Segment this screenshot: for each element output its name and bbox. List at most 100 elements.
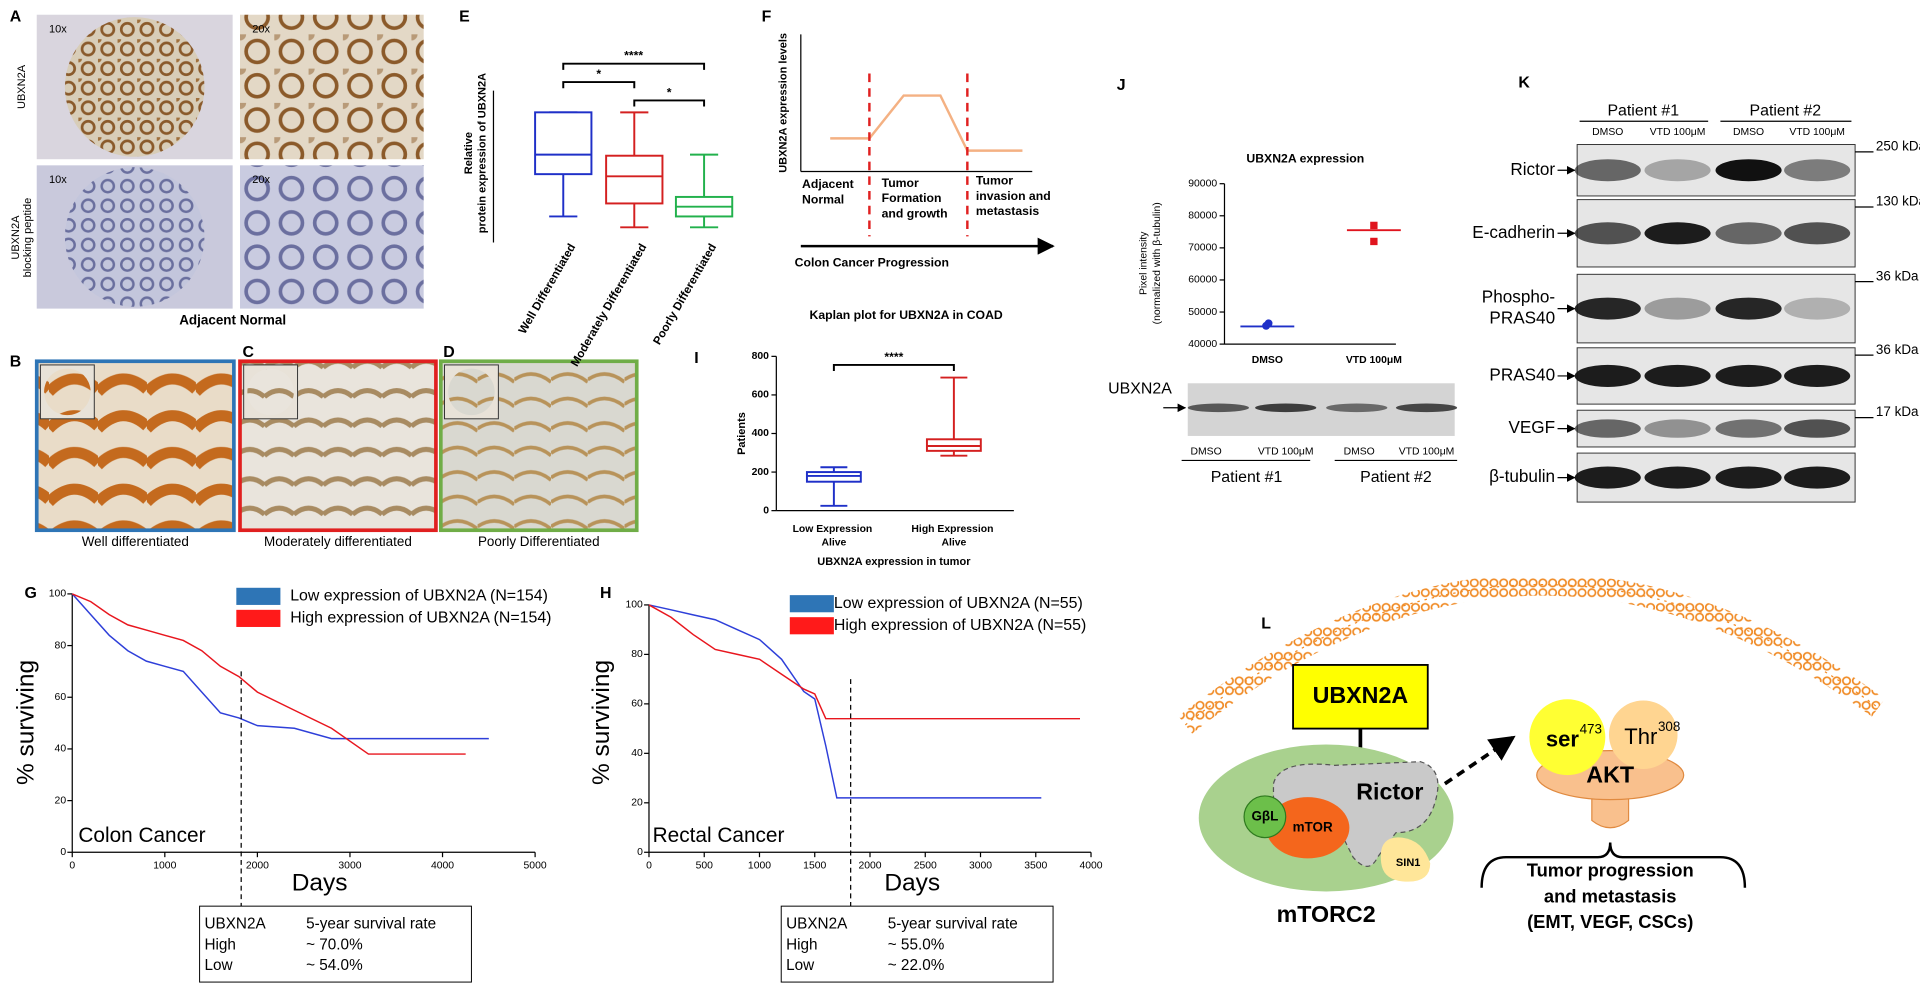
band — [1644, 466, 1711, 489]
lane-label: VTD 100μM — [1650, 127, 1706, 138]
significance-bracket — [633, 99, 706, 107]
y-tick-label: 400 — [752, 428, 770, 439]
band — [1574, 159, 1641, 182]
panel-label: E — [459, 8, 470, 25]
band — [1784, 159, 1851, 182]
annotation: Rectal Cancer — [653, 824, 785, 847]
chart-title: Kaplan plot for UBXN2A in COAD — [809, 308, 1002, 322]
x-axis-label: UBXN2A expression in tumor — [817, 556, 971, 568]
stage-label: Tumor — [882, 176, 919, 190]
table-cell: ~ 55.0% — [888, 936, 945, 953]
box — [534, 111, 593, 176]
stage-label: Normal — [802, 192, 844, 206]
tissue-core — [64, 17, 205, 157]
y-tick-label: 100 — [49, 589, 67, 600]
x-tick-label: 3000 — [969, 860, 992, 871]
y-tick-label: 40 — [631, 748, 643, 759]
panel-label: A — [10, 8, 22, 25]
y-tick-label: 0 — [637, 847, 643, 858]
band — [1574, 222, 1641, 245]
y-tick-label: 800 — [752, 351, 770, 362]
gbl — [1243, 795, 1287, 839]
micrograph — [240, 14, 424, 160]
rictor-label: Rictor — [1356, 779, 1423, 805]
inhibitor-label: UBXN2A — [1313, 682, 1409, 708]
site-label: Thr — [1624, 724, 1657, 749]
gbl-label: GβL — [1251, 808, 1278, 823]
magnification: 10x — [49, 174, 67, 186]
band — [1644, 297, 1711, 320]
band — [1715, 419, 1782, 438]
band — [1715, 466, 1782, 489]
x-tick-label: Moderately Differentiated — [568, 241, 649, 368]
mtor-label: mTOR — [1293, 819, 1333, 834]
x-tick-label: 1000 — [748, 860, 771, 871]
band — [1644, 222, 1711, 245]
survival-curve — [71, 593, 489, 740]
row-label: UBXN2A — [10, 215, 22, 260]
mtor — [1266, 797, 1350, 859]
x-axis-label: Days — [884, 870, 940, 897]
survival-table — [199, 905, 472, 983]
akt-stem — [1591, 795, 1630, 829]
patient-label: Patient #2 — [1360, 469, 1432, 486]
y-tick-label: 80 — [631, 649, 643, 660]
panel-label: F — [762, 8, 772, 25]
y-tick-label: 600 — [752, 390, 770, 401]
panel-label: I — [694, 350, 698, 367]
akt-label: AKT — [1586, 761, 1634, 787]
band — [1784, 419, 1851, 438]
activation-arrow — [1443, 735, 1516, 786]
y-tick-label: 80000 — [1188, 211, 1217, 222]
y-tick-label: 0 — [763, 505, 769, 516]
band — [1715, 159, 1782, 182]
protein-label: E-cadherin — [1472, 222, 1555, 242]
y-tick-label: 20 — [631, 798, 643, 809]
y-axis-label: % surviving — [12, 660, 39, 785]
outcome-label: and metastasis — [1544, 885, 1677, 906]
x-tick-label: 3000 — [338, 860, 361, 871]
magnification: 10x — [49, 23, 67, 35]
legend-label: High expression of UBXN2A (N=55) — [834, 617, 1086, 634]
protein-label: Phospho- — [1482, 287, 1555, 307]
tissue-core — [64, 167, 205, 307]
outcome-label: (EMT, VEGF, CSCs) — [1527, 911, 1693, 932]
significance-label: * — [596, 67, 601, 81]
y-tick-label: 60 — [631, 699, 643, 710]
band — [1574, 466, 1641, 489]
lane-label: DMSO — [1592, 127, 1623, 138]
band — [1326, 403, 1388, 413]
y-axis-label: UBXN2A expression levels — [778, 33, 790, 173]
band — [1187, 403, 1249, 413]
patient-label: Patient #1 — [1607, 103, 1679, 120]
y-tick-label: 90000 — [1188, 178, 1217, 189]
y-tick-label: 20 — [55, 795, 67, 806]
significance-bracket — [562, 62, 706, 70]
thr-site — [1608, 700, 1678, 770]
x-tick-label: 3500 — [1024, 860, 1047, 871]
panel-label: D — [443, 344, 454, 361]
protein-label: PRAS40 — [1489, 308, 1555, 328]
band — [1715, 297, 1782, 320]
table-header: 5-year survival rate — [306, 916, 436, 933]
box — [605, 154, 664, 205]
lane-label: VTD 100μM — [1258, 447, 1314, 458]
table-cell: High — [786, 936, 817, 953]
lane-label: VTD 100μM — [1789, 127, 1845, 138]
legend-label: High expression of UBXN2A (N=154) — [290, 610, 551, 627]
x-tick-label: 0 — [69, 860, 75, 871]
magnification: 20x — [252, 174, 270, 186]
brace — [1480, 842, 1747, 888]
band — [1715, 364, 1782, 387]
caption: Moderately differentiated — [264, 534, 412, 549]
kda-label: 130 kDa — [1876, 194, 1920, 209]
band — [1644, 419, 1711, 438]
significance-bracket — [562, 81, 636, 89]
blot-label: UBXN2A — [1108, 381, 1172, 398]
stage-label: invasion and — [976, 189, 1051, 203]
band — [1784, 364, 1851, 387]
complex-label: mTORC2 — [1277, 901, 1376, 927]
panel-label: J — [1117, 77, 1126, 94]
x-axis-label: Days — [292, 870, 348, 897]
band — [1644, 159, 1711, 182]
